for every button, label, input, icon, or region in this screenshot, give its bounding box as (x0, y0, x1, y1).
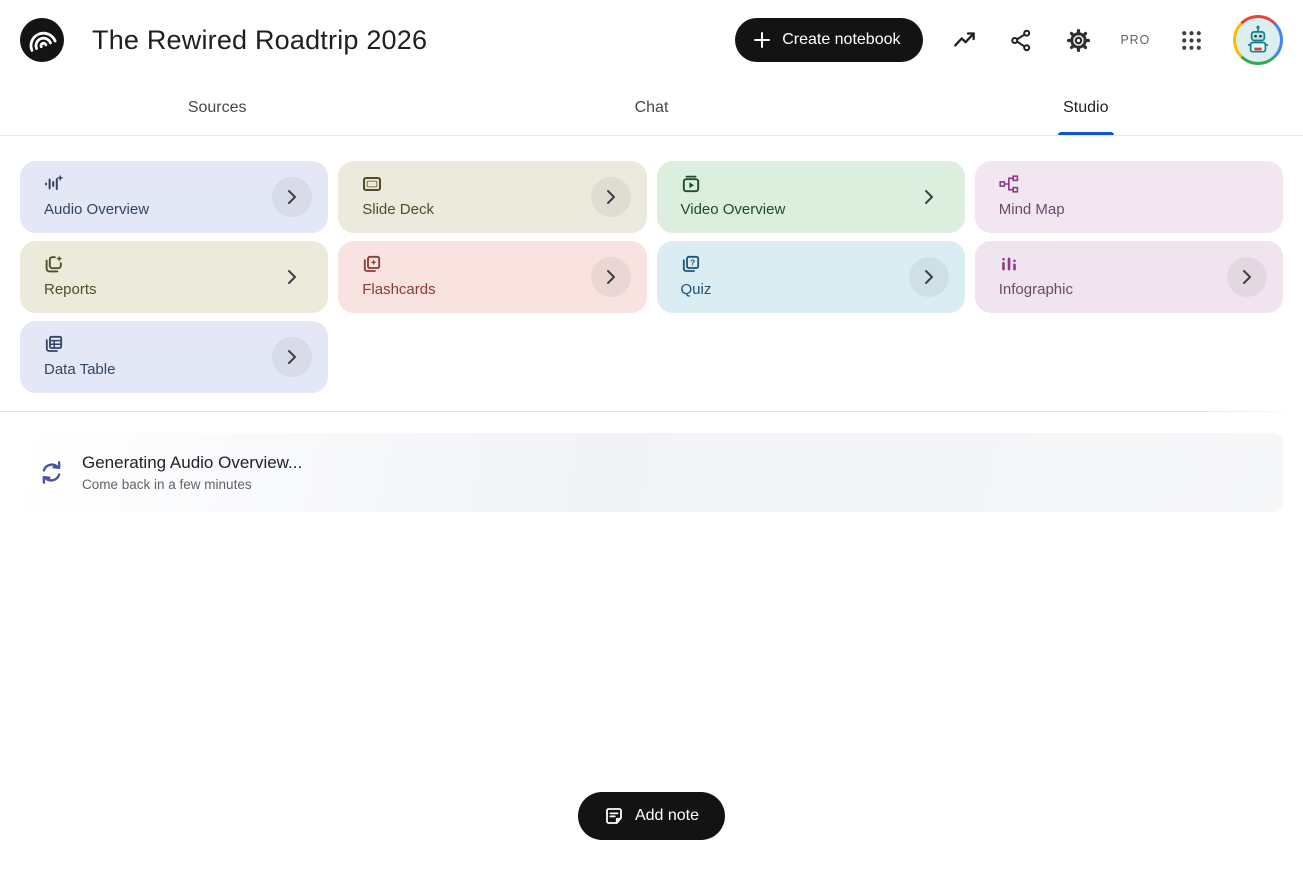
data-table-chevron[interactable] (272, 337, 313, 377)
settings-gear-icon[interactable] (1063, 25, 1094, 56)
studio-card-grid: Audio Overview Slide Deck Video Overview (0, 161, 1303, 393)
tab-studio[interactable]: Studio (869, 80, 1303, 135)
flashcards-icon (364, 255, 381, 272)
flashcards-card[interactable]: Flashcards (338, 241, 647, 313)
card-label: Video Overview (680, 201, 786, 218)
video-overview-chevron[interactable] (909, 177, 949, 217)
video-overview-icon (682, 175, 699, 193)
tab-sources[interactable]: Sources (0, 80, 434, 135)
slide-deck-icon (363, 177, 382, 191)
infographic-card[interactable]: Infographic (974, 241, 1283, 313)
infographic-icon (1001, 257, 1016, 271)
audio-overview-card[interactable]: Audio Overview (20, 161, 329, 233)
panel-tabs: Sources Chat Studio (0, 80, 1303, 136)
status-subtitle: Come back in a few minutes (82, 477, 252, 492)
video-overview-card[interactable]: Video Overview (656, 161, 965, 233)
audio-overview-chevron[interactable] (272, 177, 313, 217)
card-label: Reports (44, 281, 97, 298)
header-actions: Create notebook PRO (735, 15, 1283, 65)
mind-map-icon (999, 175, 1018, 193)
mind-map-card[interactable]: Mind Map (974, 161, 1283, 233)
card-label: Infographic (998, 281, 1073, 298)
card-label: Mind Map (998, 201, 1065, 218)
apps-grid-icon[interactable] (1177, 26, 1206, 55)
tab-studio-active-underline (1057, 132, 1114, 135)
infographic-chevron[interactable] (1227, 257, 1267, 297)
analytics-trending-icon[interactable] (950, 25, 980, 55)
create-notebook-button[interactable]: Create notebook (735, 18, 923, 62)
svg-text:?: ? (689, 257, 694, 267)
robot-avatar-image (1236, 18, 1280, 62)
data-table-card[interactable]: Data Table (20, 321, 329, 393)
share-icon[interactable] (1007, 26, 1036, 55)
notebooklm-logo[interactable] (20, 18, 64, 62)
card-label: Flashcards (362, 281, 436, 298)
flashcards-chevron[interactable] (590, 257, 631, 297)
header: The Rewired Roadtrip 2026 Create noteboo… (0, 0, 1303, 80)
tab-chat-label: Chat (634, 98, 669, 116)
slide-deck-chevron[interactable] (590, 177, 631, 217)
tab-sources-label: Sources (187, 98, 247, 116)
card-label: Quiz (680, 281, 712, 298)
account-avatar[interactable] (1233, 15, 1283, 65)
create-notebook-label: Create notebook (782, 31, 901, 48)
status-text-group: Generating Audio Overview... Come back i… (82, 453, 302, 492)
pro-badge: PRO (1120, 33, 1150, 47)
add-note-label: Add note (634, 807, 700, 824)
section-divider (0, 411, 1303, 412)
quiz-card[interactable]: ? Quiz (656, 241, 965, 313)
reports-card[interactable]: Reports (20, 241, 329, 313)
card-label: Slide Deck (362, 201, 434, 218)
notebook-title[interactable]: The Rewired Roadtrip 2026 (92, 24, 428, 55)
audio-waveform-icon (45, 174, 64, 190)
card-label: Audio Overview (44, 201, 150, 218)
note-icon (604, 806, 624, 826)
status-title: Generating Audio Overview... (82, 453, 303, 472)
reports-chevron[interactable] (272, 257, 312, 297)
card-label: Data Table (44, 361, 116, 378)
reports-icon (45, 255, 63, 273)
data-table-icon (45, 335, 63, 352)
add-note-button[interactable]: Add note (577, 792, 726, 840)
plus-icon (753, 31, 771, 49)
sync-generating-icon (42, 461, 61, 484)
generation-status-card: Generating Audio Overview... Come back i… (20, 433, 1283, 512)
tab-chat[interactable]: Chat (434, 80, 868, 135)
slide-deck-card[interactable]: Slide Deck (338, 161, 647, 233)
quiz-icon: ? (682, 255, 699, 272)
add-note-container: Add note (0, 792, 1303, 840)
quiz-chevron[interactable] (908, 257, 949, 297)
tab-studio-label: Studio (1063, 98, 1109, 116)
